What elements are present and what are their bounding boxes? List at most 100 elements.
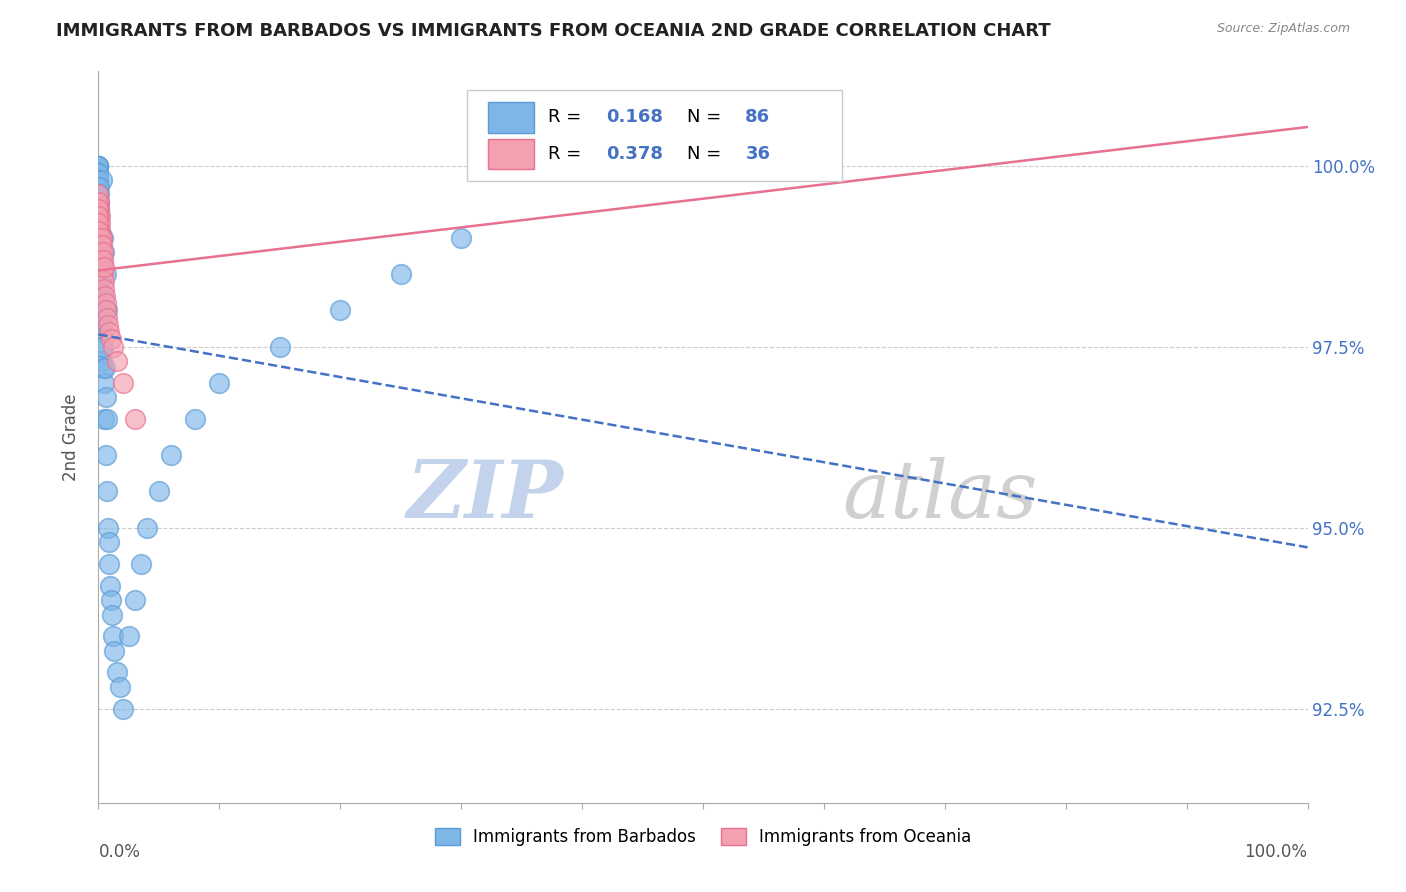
- Point: [96, 390, 118, 404]
- Point: [87, 187, 110, 202]
- Point: [87, 310, 110, 325]
- Point: [87, 252, 110, 267]
- Point: [87, 231, 110, 245]
- Point: [87, 202, 110, 216]
- FancyBboxPatch shape: [488, 138, 534, 169]
- Point: [93, 282, 115, 296]
- Point: [93, 245, 115, 260]
- Point: [87, 173, 110, 187]
- Text: 86: 86: [745, 109, 770, 127]
- Text: Source: ZipAtlas.com: Source: ZipAtlas.com: [1216, 22, 1350, 36]
- Text: N =: N =: [688, 109, 727, 127]
- Point: [94, 267, 117, 281]
- Point: [89, 267, 111, 281]
- Point: [124, 593, 146, 607]
- Point: [98, 325, 121, 339]
- Point: [93, 412, 115, 426]
- Point: [208, 376, 231, 390]
- Point: [91, 340, 114, 354]
- FancyBboxPatch shape: [488, 102, 534, 133]
- Text: 0.378: 0.378: [606, 145, 664, 163]
- Y-axis label: 2nd Grade: 2nd Grade: [62, 393, 80, 481]
- Point: [101, 340, 124, 354]
- Point: [91, 267, 114, 281]
- Point: [87, 159, 110, 173]
- Point: [87, 159, 110, 173]
- Point: [269, 340, 291, 354]
- Text: atlas: atlas: [842, 457, 1038, 534]
- Point: [87, 209, 110, 223]
- Point: [97, 520, 120, 534]
- Point: [87, 159, 110, 173]
- Point: [87, 318, 110, 332]
- Point: [87, 238, 110, 252]
- Point: [89, 252, 111, 267]
- Point: [111, 376, 134, 390]
- Point: [87, 296, 110, 310]
- Point: [91, 260, 114, 274]
- Point: [87, 187, 110, 202]
- Point: [87, 224, 110, 238]
- Point: [87, 274, 110, 288]
- Legend: Immigrants from Barbados, Immigrants from Oceania: Immigrants from Barbados, Immigrants fro…: [427, 822, 979, 853]
- Point: [87, 194, 110, 209]
- Point: [93, 274, 115, 288]
- Point: [100, 332, 122, 346]
- Point: [96, 412, 118, 426]
- Point: [87, 166, 110, 180]
- Point: [93, 376, 115, 390]
- Point: [94, 361, 117, 376]
- Point: [90, 296, 112, 310]
- Point: [96, 303, 118, 318]
- Point: [87, 245, 110, 260]
- Point: [87, 224, 110, 238]
- Point: [87, 194, 110, 209]
- Point: [148, 484, 170, 499]
- Point: [90, 340, 112, 354]
- Point: [89, 202, 111, 216]
- Text: R =: R =: [548, 145, 588, 163]
- Point: [89, 202, 111, 216]
- Point: [87, 187, 110, 202]
- Point: [87, 289, 110, 303]
- Point: [96, 484, 118, 499]
- Point: [90, 354, 112, 368]
- Point: [90, 231, 112, 245]
- Point: [91, 231, 114, 245]
- Point: [89, 238, 111, 252]
- Point: [94, 289, 117, 303]
- Point: [90, 231, 112, 245]
- Point: [329, 303, 352, 318]
- Point: [89, 224, 111, 238]
- Point: [184, 412, 207, 426]
- Point: [89, 216, 111, 230]
- Point: [87, 180, 110, 194]
- Point: [87, 166, 110, 180]
- Point: [129, 557, 152, 571]
- Point: [93, 361, 115, 376]
- Text: ZIP: ZIP: [408, 457, 564, 534]
- Point: [450, 231, 472, 245]
- Point: [94, 448, 117, 462]
- FancyBboxPatch shape: [467, 90, 842, 181]
- Text: 0.168: 0.168: [606, 109, 664, 127]
- Point: [100, 593, 122, 607]
- Point: [89, 282, 111, 296]
- Point: [89, 209, 111, 223]
- Point: [91, 252, 114, 267]
- Text: 0.0%: 0.0%: [98, 843, 141, 861]
- Point: [124, 412, 146, 426]
- Point: [87, 216, 110, 230]
- Point: [87, 282, 110, 296]
- Point: [91, 318, 114, 332]
- Text: R =: R =: [548, 109, 588, 127]
- Point: [90, 238, 112, 252]
- Point: [87, 159, 110, 173]
- Point: [103, 644, 125, 658]
- Point: [91, 245, 114, 260]
- Point: [87, 173, 110, 187]
- Point: [97, 318, 120, 332]
- Point: [813, 159, 835, 173]
- Text: N =: N =: [688, 145, 727, 163]
- Point: [91, 238, 114, 252]
